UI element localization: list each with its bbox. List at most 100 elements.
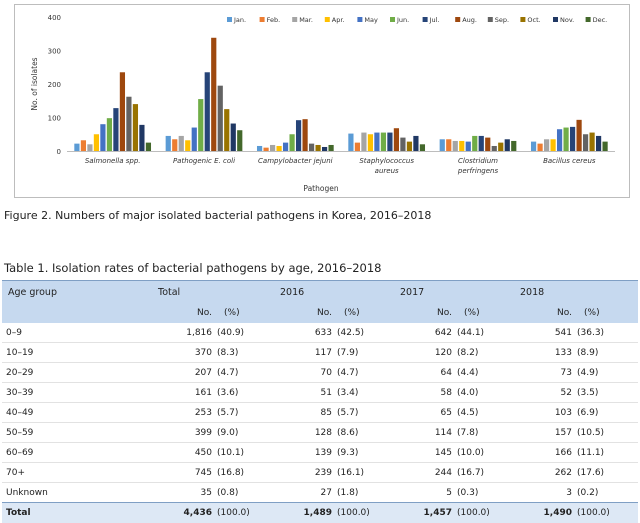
x-tick-label: Clostridium: [458, 157, 498, 165]
legend-swatch: [455, 17, 460, 22]
bar: [133, 104, 138, 151]
legend-swatch: [292, 17, 297, 22]
bar: [531, 142, 536, 151]
count-cell: 541: [514, 323, 574, 343]
legend-swatch: [260, 17, 265, 22]
bar: [211, 38, 216, 151]
bar: [237, 130, 242, 151]
total-cell: (100.0): [574, 503, 638, 523]
subheader-pct: (%): [334, 303, 394, 323]
legend-label: Nov.: [560, 16, 574, 24]
bar: [583, 134, 588, 151]
legend-swatch: [586, 17, 591, 22]
percent-cell: (9.0): [214, 423, 274, 443]
header-2017: 2017: [394, 281, 514, 304]
bar: [179, 136, 184, 151]
count-cell: 70: [274, 363, 334, 383]
bar: [139, 125, 144, 151]
legend-swatch: [227, 17, 232, 22]
count-cell: 27: [274, 483, 334, 503]
count-cell: 161: [152, 383, 214, 403]
total-label: Total: [2, 503, 152, 523]
percent-cell: (8.2): [454, 343, 514, 363]
figure-caption: Figure 2. Numbers of major isolated bact…: [4, 209, 431, 222]
count-cell: 157: [514, 423, 574, 443]
table-subheader-row: No. (%) No. (%) No. (%) No. (%): [2, 303, 638, 323]
bar: [224, 109, 229, 151]
percent-cell: (5.7): [334, 403, 394, 423]
count-cell: 5: [394, 483, 454, 503]
bar: [550, 139, 555, 151]
percent-cell: (0.2): [574, 483, 638, 503]
bar: [355, 143, 360, 151]
count-cell: 117: [274, 343, 334, 363]
count-cell: 133: [514, 343, 574, 363]
bar: [394, 128, 399, 151]
percent-cell: (0.8): [214, 483, 274, 503]
percent-cell: (10.5): [574, 423, 638, 443]
percent-cell: (4.0): [454, 383, 514, 403]
percent-cell: (3.6): [214, 383, 274, 403]
count-cell: 85: [274, 403, 334, 423]
percent-cell: (0.3): [454, 483, 514, 503]
bar: [413, 136, 418, 151]
bar: [544, 139, 549, 151]
count-cell: 633: [274, 323, 334, 343]
bar: [126, 97, 131, 151]
bar: [192, 128, 197, 151]
total-cell: (100.0): [334, 503, 394, 523]
age-isolation-table: Age group Total 2016 2017 2018 No. (%) N…: [2, 280, 638, 523]
percent-cell: (42.5): [334, 323, 394, 343]
bar: [231, 124, 236, 151]
bar: [570, 127, 575, 151]
bar: [205, 72, 210, 151]
bar: [276, 146, 281, 151]
bar: [459, 141, 464, 151]
y-tick-label: 200: [48, 81, 61, 89]
legend-swatch: [520, 17, 525, 22]
count-cell: 207: [152, 363, 214, 383]
total-cell: 4,436: [152, 503, 214, 523]
count-cell: 3: [514, 483, 574, 503]
legend-label: Jun.: [396, 16, 409, 24]
percent-cell: (4.7): [334, 363, 394, 383]
x-axis-title: Pathogen: [303, 184, 338, 193]
bar: [511, 141, 516, 151]
count-cell: 253: [152, 403, 214, 423]
subheader-pct: (%): [454, 303, 514, 323]
bar: [485, 138, 490, 151]
subheader-no: No.: [514, 303, 574, 323]
count-cell: 120: [394, 343, 454, 363]
bar: [270, 145, 275, 151]
count-cell: 745: [152, 463, 214, 483]
bar: [309, 144, 314, 151]
count-cell: 244: [394, 463, 454, 483]
legend-label: Sep.: [495, 16, 509, 24]
percent-cell: (9.3): [334, 443, 394, 463]
subheader-no: No.: [152, 303, 214, 323]
count-cell: 114: [394, 423, 454, 443]
count-cell: 51: [274, 383, 334, 403]
percent-cell: (36.3): [574, 323, 638, 343]
y-tick-label: 0: [57, 148, 61, 156]
y-tick-label: 400: [48, 14, 61, 22]
percent-cell: (4.7): [214, 363, 274, 383]
count-cell: 58: [394, 383, 454, 403]
bar: [348, 134, 353, 151]
bar: [505, 139, 510, 151]
total-cell: (100.0): [454, 503, 514, 523]
bar: [283, 143, 288, 151]
bar: [166, 136, 171, 151]
subheader-pct: (%): [574, 303, 638, 323]
count-cell: 450: [152, 443, 214, 463]
bar: [368, 134, 373, 151]
bar: [74, 144, 79, 151]
age-group-cell: 0–9: [2, 323, 152, 343]
table-header-row: Age group Total 2016 2017 2018: [2, 281, 638, 304]
count-cell: 239: [274, 463, 334, 483]
bar: [328, 145, 333, 151]
